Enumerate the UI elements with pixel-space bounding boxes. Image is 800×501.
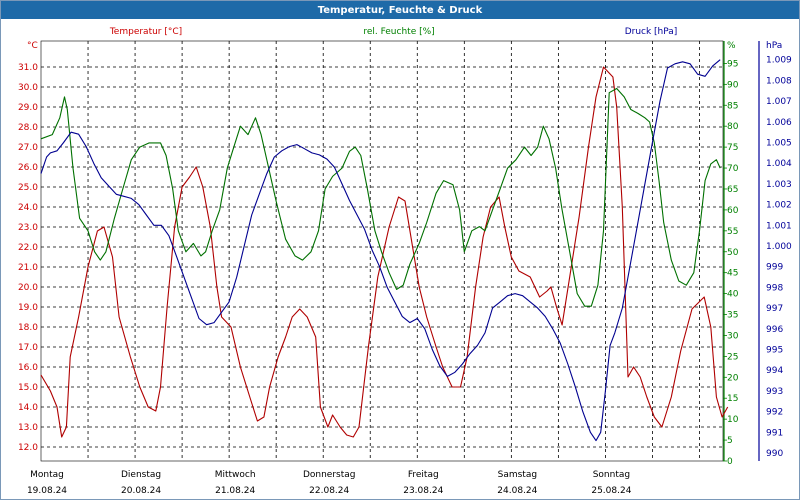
humidity-unit-label: % bbox=[727, 41, 736, 51]
humidity-tick-label: 95 bbox=[727, 59, 738, 69]
temperature-axis: 12.0 13.0 14.0 15.0 16.0 17.0 18.0 19.0 20.0 21.0… bbox=[18, 63, 38, 453]
x-tick-day-label: Donnerstag bbox=[303, 470, 356, 480]
humidity-axis: 0 5 10 15 20 25 30 35 40 45 50 55 60 65 70 75 80 85 90 95 bbox=[723, 41, 739, 467]
pressure-tick-label: 1.001 bbox=[766, 221, 792, 231]
pressure-tick-label: 1.003 bbox=[766, 180, 792, 190]
humidity-tick-label: 65 bbox=[727, 185, 738, 195]
humidity-tick-label: 10 bbox=[727, 415, 739, 425]
humidity-tick-label: 30 bbox=[727, 331, 739, 341]
temperature-tick-label: 12.0 bbox=[18, 443, 38, 453]
plot-frame bbox=[40, 40, 724, 462]
temperature-tick-label: 29.0 bbox=[18, 103, 38, 113]
humidity-tick-label: 85 bbox=[727, 101, 738, 111]
humidity-tick-label: 75 bbox=[727, 143, 738, 153]
humidity-tick-label: 0 bbox=[727, 457, 733, 467]
pressure-tick-label: 999 bbox=[766, 263, 783, 273]
humidity-tick-label: 5 bbox=[727, 436, 733, 446]
pressure-tick-label: 1.009 bbox=[766, 56, 792, 66]
temperature-tick-label: 31.0 bbox=[18, 63, 38, 73]
humidity-tick-label: 55 bbox=[727, 227, 738, 237]
pressure-tick-label: 1.006 bbox=[766, 118, 792, 128]
pressure-tick-label: 1.007 bbox=[766, 97, 792, 107]
pressure-tick-label: 994 bbox=[766, 366, 783, 376]
legend-humidity: rel. Feuchte [%] bbox=[363, 27, 434, 37]
temperature-tick-label: 23.0 bbox=[18, 223, 38, 233]
x-tick-date-label: 20.08.24 bbox=[121, 486, 161, 496]
series bbox=[40, 59, 729, 442]
temperature-tick-label: 16.0 bbox=[18, 363, 38, 373]
x-tick-date-label: 19.08.24 bbox=[27, 486, 67, 496]
humidity-tick-label: 45 bbox=[727, 269, 738, 279]
temperature-unit-label: °C bbox=[27, 41, 38, 51]
series-line-pressure bbox=[40, 59, 721, 442]
x-tick-date-label: 21.08.24 bbox=[215, 486, 255, 496]
temperature-tick-label: 19.0 bbox=[18, 303, 38, 313]
x-tick-day-label: Montag bbox=[30, 470, 64, 480]
window-title: Temperatur, Feuchte & Druck bbox=[1, 1, 799, 19]
humidity-tick-label: 25 bbox=[727, 352, 738, 362]
pressure-tick-label: 996 bbox=[766, 325, 783, 335]
temperature-tick-label: 22.0 bbox=[18, 243, 38, 253]
pressure-tick-label: 990 bbox=[766, 449, 783, 459]
pressure-tick-label: 1.000 bbox=[766, 242, 792, 252]
temperature-tick-label: 21.0 bbox=[18, 263, 38, 273]
pressure-unit-label: hPa bbox=[766, 41, 782, 51]
x-tick-day-label: Samstag bbox=[498, 470, 537, 480]
pressure-tick-label: 1.002 bbox=[766, 201, 792, 211]
series-line-temperature bbox=[40, 66, 729, 438]
humidity-tick-label: 15 bbox=[727, 394, 738, 404]
pressure-tick-label: 997 bbox=[766, 304, 783, 314]
pressure-tick-label: 995 bbox=[766, 346, 783, 356]
temperature-tick-label: 24.0 bbox=[18, 203, 38, 213]
temperature-tick-label: 18.0 bbox=[18, 323, 38, 333]
pressure-tick-label: 1.004 bbox=[766, 159, 792, 169]
humidity-tick-label: 20 bbox=[727, 373, 739, 383]
x-tick-date-label: 25.08.24 bbox=[591, 486, 631, 496]
x-tick-date-label: 23.08.24 bbox=[403, 486, 443, 496]
temperature-tick-label: 13.0 bbox=[18, 423, 38, 433]
humidity-tick-label: 50 bbox=[727, 248, 739, 258]
temperature-tick-label: 25.0 bbox=[18, 183, 38, 193]
humidity-tick-label: 80 bbox=[727, 122, 739, 132]
pressure-tick-label: 998 bbox=[766, 283, 783, 293]
temperature-tick-label: 17.0 bbox=[18, 343, 38, 353]
humidity-tick-label: 90 bbox=[727, 80, 739, 90]
humidity-tick-label: 70 bbox=[727, 164, 739, 174]
pressure-tick-label: 992 bbox=[766, 408, 783, 418]
pressure-tick-label: 1.008 bbox=[766, 76, 792, 86]
series-line-humidity bbox=[40, 87, 721, 307]
legend-temperature: Temperatur [°C] bbox=[109, 27, 182, 37]
temperature-tick-label: 14.0 bbox=[18, 403, 38, 413]
x-axis: Montag 19.08.24 Dienstag 20.08.24 Mittwoch 21… bbox=[27, 470, 632, 496]
x-tick-date-label: 24.08.24 bbox=[497, 486, 537, 496]
pressure-axis: 990 991 992 993 994 995 996 997 998 999 1.000 1.001… bbox=[758, 41, 792, 461]
humidity-tick-label: 40 bbox=[727, 290, 739, 300]
x-tick-day-label: Sonntag bbox=[593, 470, 630, 480]
x-tick-day-label: Freitag bbox=[408, 470, 439, 480]
temperature-tick-label: 26.0 bbox=[18, 163, 38, 173]
pressure-tick-label: 993 bbox=[766, 387, 783, 397]
grid bbox=[40, 40, 724, 462]
humidity-tick-label: 60 bbox=[727, 206, 739, 216]
temperature-tick-label: 30.0 bbox=[18, 83, 38, 93]
temperature-tick-label: 20.0 bbox=[18, 283, 38, 293]
temperature-tick-label: 15.0 bbox=[18, 383, 38, 393]
temperature-tick-label: 28.0 bbox=[18, 123, 38, 133]
humidity-tick-label: 35 bbox=[727, 311, 738, 321]
pressure-tick-label: 1.005 bbox=[766, 139, 792, 149]
pressure-tick-label: 991 bbox=[766, 428, 783, 438]
legend-pressure: Druck [hPa] bbox=[625, 27, 678, 37]
x-tick-date-label: 22.08.24 bbox=[309, 486, 349, 496]
x-tick-day-label: Dienstag bbox=[121, 470, 161, 480]
temperature-tick-label: 27.0 bbox=[18, 143, 38, 153]
x-tick-day-label: Mittwoch bbox=[215, 470, 256, 480]
